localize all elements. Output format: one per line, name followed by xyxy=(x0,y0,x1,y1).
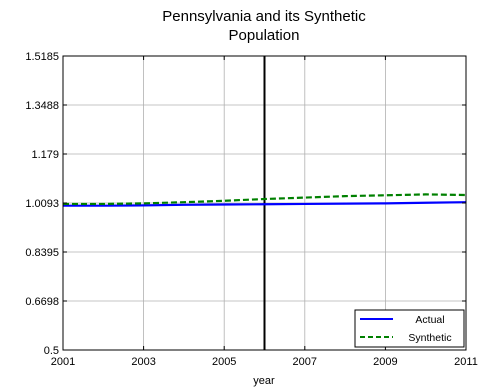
y-tick-label: 0.8395 xyxy=(25,247,59,259)
legend-label-synthetic: Synthetic xyxy=(408,332,451,344)
series-layer xyxy=(63,193,467,207)
series-line-actual xyxy=(63,201,467,207)
y-tick-label: 1.179 xyxy=(31,149,59,161)
y-tick-label: 0.5 xyxy=(44,345,59,357)
axis-ticks: 2001 2003 2005 2007 2009 2011 0.5 0.6698 0.8395 1… xyxy=(25,51,477,368)
x-axis-label: year xyxy=(253,375,275,387)
x-tick-label: 2007 xyxy=(293,356,317,368)
x-tick-label: 2009 xyxy=(373,356,397,368)
y-tick-label: 1.3488 xyxy=(25,100,59,112)
series-line-synthetic xyxy=(63,193,467,206)
x-tick-label: 2003 xyxy=(131,356,155,368)
chart-title-line-2: Population xyxy=(229,27,300,44)
y-tick-label: 1.0093 xyxy=(25,198,59,210)
legend: Actual Synthetic xyxy=(354,309,465,348)
x-tick-label: 2001 xyxy=(51,356,75,368)
legend-box xyxy=(354,309,465,348)
legend-label-actual: Actual xyxy=(415,314,444,326)
x-tick-label: 2011 xyxy=(454,356,478,368)
y-tick-label: 0.6698 xyxy=(25,296,59,308)
x-tick-label: 2005 xyxy=(212,356,236,368)
chart-title-line-1: Pennsylvania and its Synthetic xyxy=(162,8,366,25)
y-tick-label: 1.5185 xyxy=(25,51,59,63)
